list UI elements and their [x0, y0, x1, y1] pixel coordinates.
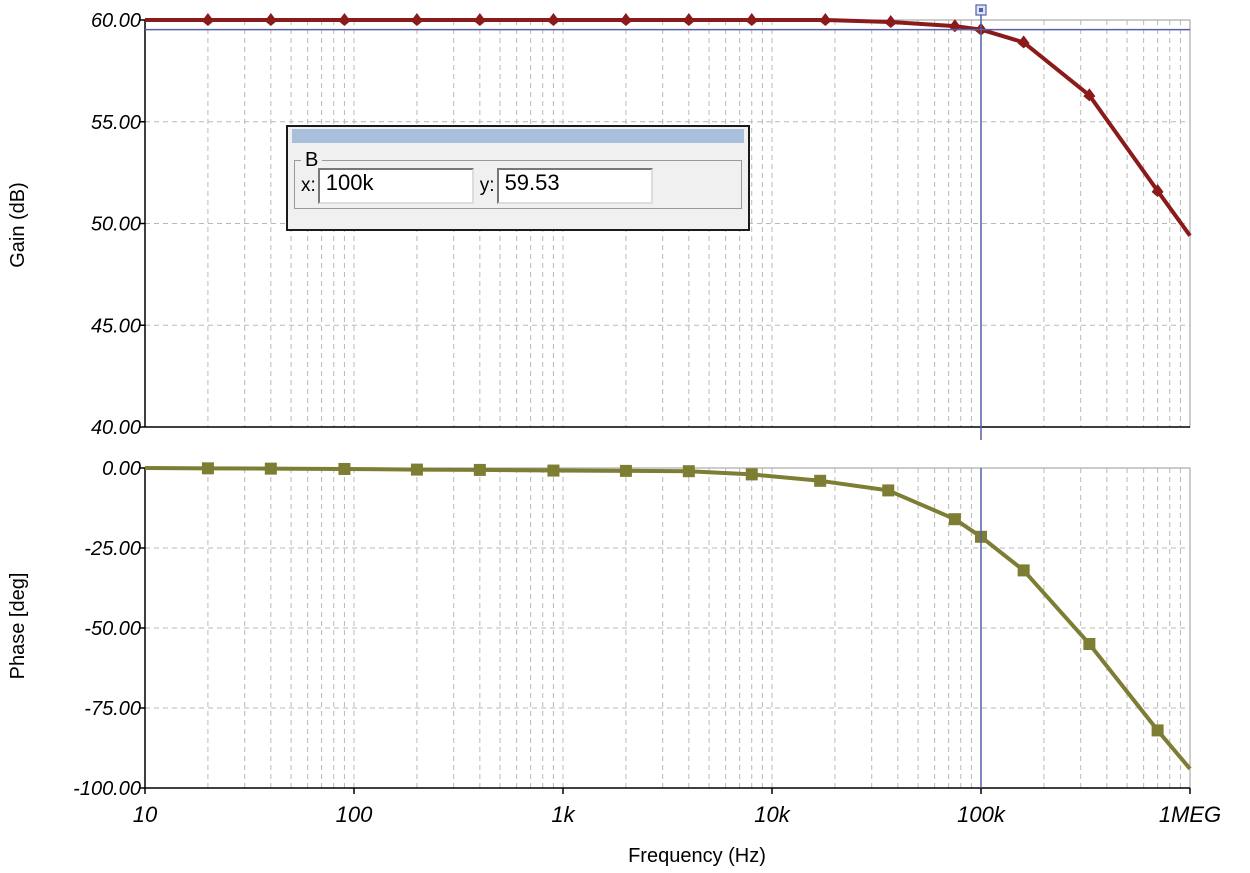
x-tick-label: 100k: [957, 802, 1006, 827]
gain-data-point: [1151, 183, 1164, 197]
phase-data-point: [1083, 638, 1096, 650]
gain-data-point: [1083, 88, 1096, 102]
y-tick-label: 55.00: [91, 112, 141, 134]
phase-data-point: [682, 465, 695, 478]
gain-data-point: [547, 13, 560, 26]
x-tick-label: 1k: [551, 802, 575, 827]
gain-axis-label: Gain (dB): [7, 182, 29, 268]
phase-data-point: [264, 462, 277, 475]
phase-data-point: [814, 474, 827, 487]
phase-data-point: [1017, 564, 1030, 577]
y-tick-label: -75.00: [84, 698, 141, 720]
y-tick-label: 60.00: [91, 10, 141, 32]
gain-data-point: [819, 13, 832, 26]
gain-panel: 60.00 55.00 50.00 45.00 40.00: [91, 10, 1192, 439]
cursor-readout-window[interactable]: B x: 100k y: 59.53: [286, 125, 750, 231]
gain-data-point: [473, 13, 486, 26]
cursor-layer[interactable]: [145, 4, 1190, 788]
gain-data-point: [745, 13, 758, 26]
cursor-y-field[interactable]: 59.53: [496, 168, 653, 204]
gain-data-point: [264, 13, 277, 26]
gain-series-line: [145, 18, 1192, 237]
phase-data-point: [882, 484, 895, 497]
phase-data-point: [473, 463, 486, 476]
x-tick-label: 10: [133, 802, 158, 827]
cursor-y-label: y:: [479, 175, 495, 196]
phase-data-point: [547, 464, 560, 477]
phase-axis-label: Phase [deg]: [7, 573, 29, 680]
gain-data-point: [619, 13, 632, 26]
y-tick-label: 40.00: [91, 417, 141, 439]
phase-data-point: [201, 462, 214, 475]
phase-data-point: [745, 468, 758, 481]
x-tick-label: 100: [336, 802, 373, 827]
cursor-x-label: x:: [301, 175, 316, 196]
gain-data-point: [682, 13, 695, 26]
cursor-x-field[interactable]: 100k: [317, 168, 474, 204]
phase-series-line: [144, 466, 1192, 771]
x-tick-label: 10k: [754, 802, 790, 827]
phase-data-point: [338, 462, 351, 475]
y-tick-label: -100.00: [73, 778, 141, 800]
x-tick-label: 1MEG: [1159, 802, 1221, 827]
phase-data-point: [619, 464, 632, 477]
gain-data-point: [338, 13, 351, 26]
gain-data-point: [410, 13, 423, 26]
frequency-axis-label: Frequency (Hz): [628, 845, 766, 867]
cursor-handle-dot: [979, 8, 983, 12]
y-tick-label: -25.00: [84, 538, 141, 560]
y-tick-label: 50.00: [91, 214, 141, 236]
gain-data-point: [884, 15, 897, 29]
y-tick-label: -50.00: [84, 618, 141, 640]
gain-data-point: [1017, 35, 1030, 49]
y-tick-label: 0.00: [102, 458, 141, 480]
phase-data-point: [1151, 724, 1164, 737]
cursor-window-titlebar[interactable]: [292, 129, 744, 143]
phase-data-point: [948, 513, 961, 526]
phase-data-point: [410, 463, 423, 476]
y-tick-label: 45.00: [91, 315, 141, 337]
gain-data-point: [201, 13, 214, 26]
cursor-name: B: [305, 149, 319, 171]
cursor-group: B x: 100k y: 59.53: [294, 149, 742, 209]
